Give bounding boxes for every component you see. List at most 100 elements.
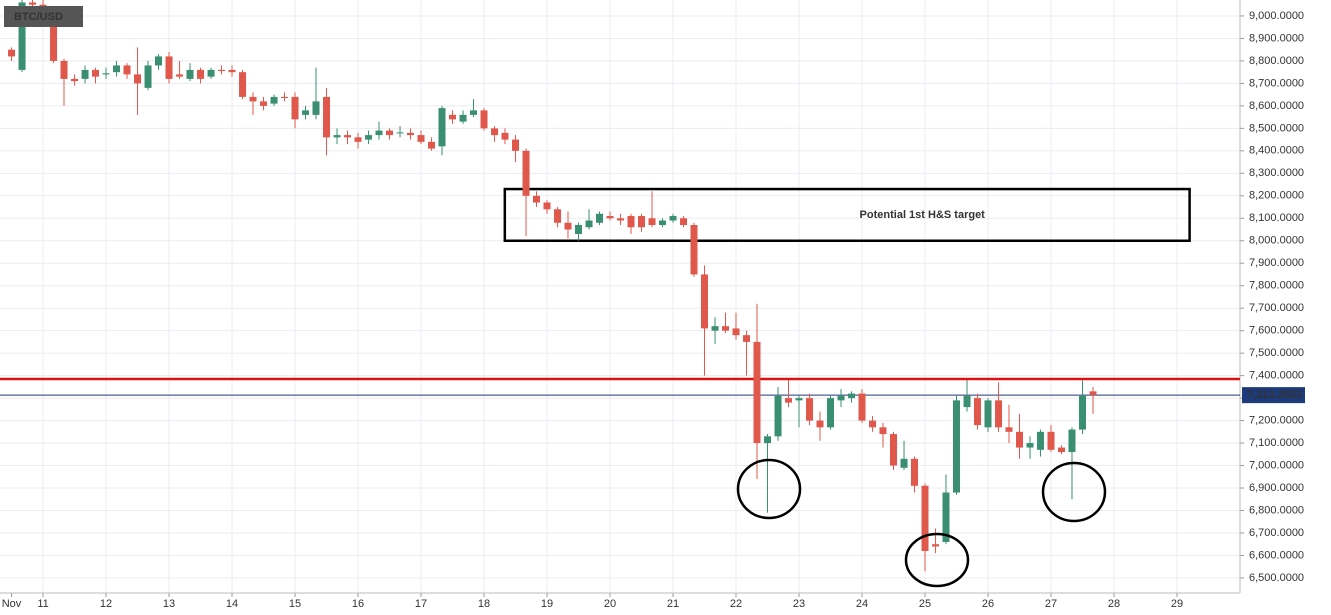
candle-body	[1036, 431, 1044, 450]
x-tick-label: 15	[289, 598, 301, 610]
candle-body	[480, 110, 488, 129]
candle-body	[512, 139, 520, 151]
x-tick-label: Nov	[2, 598, 22, 610]
candle-body	[155, 56, 163, 66]
y-tick-label: 8,000.0000	[1249, 235, 1304, 247]
symbol-badge	[4, 6, 83, 27]
candle-body	[658, 220, 666, 226]
candle-body	[343, 135, 351, 138]
y-tick-label: 7,500.0000	[1249, 347, 1304, 359]
candle-body	[270, 96, 278, 104]
candle-body	[197, 69, 205, 79]
x-tick-label: 12	[100, 598, 112, 610]
candle-body	[627, 216, 635, 228]
y-tick-label: 8,300.0000	[1249, 167, 1304, 179]
y-tick-label: 7,100.0000	[1249, 437, 1304, 449]
candle-body	[879, 427, 887, 435]
candle-body	[816, 420, 824, 428]
candle-body	[543, 202, 551, 210]
candle-body	[522, 150, 530, 196]
candle-body	[144, 65, 152, 88]
y-tick-label: 8,500.0000	[1249, 122, 1304, 134]
symbol-label: BTC/USD	[14, 11, 63, 23]
candle-body	[890, 434, 898, 466]
y-tick-label: 7,000.0000	[1249, 459, 1304, 471]
y-tick-label: 7,900.0000	[1249, 257, 1304, 269]
candle-body	[984, 400, 992, 428]
y-tick-label: 7,200.0000	[1249, 414, 1304, 426]
candle-body	[932, 544, 940, 547]
candle-body	[690, 225, 698, 275]
candle-body	[774, 395, 782, 437]
candle-body	[617, 218, 625, 221]
candle-body	[71, 78, 79, 82]
candle-body	[438, 108, 446, 147]
candle-body	[595, 213, 603, 223]
x-tick-label: 26	[982, 598, 994, 610]
candle-body	[323, 96, 331, 138]
x-tick-label: 21	[667, 598, 679, 610]
y-tick-label: 8,800.0000	[1249, 55, 1304, 67]
candle-body	[123, 65, 131, 75]
candle-body	[837, 395, 845, 401]
candle-body	[165, 56, 173, 79]
candle-body	[638, 216, 646, 228]
y-tick-label: 8,700.0000	[1249, 77, 1304, 89]
candle-body	[81, 69, 89, 79]
candle-body	[8, 49, 16, 57]
candle-body	[386, 130, 394, 136]
candle-body	[711, 326, 719, 331]
candle-body	[428, 141, 436, 149]
candle-body	[910, 458, 918, 486]
candle-body	[102, 73, 110, 75]
y-tick-label: 8,100.0000	[1249, 212, 1304, 224]
candle-body	[1089, 391, 1097, 396]
candle-body	[701, 274, 709, 329]
candle-body	[1079, 395, 1087, 430]
candle-body	[239, 72, 247, 97]
candle-body	[18, 2, 26, 70]
y-tick-label: 9,000.0000	[1249, 10, 1304, 22]
candle-body	[249, 96, 257, 102]
candle-body	[858, 393, 866, 421]
y-tick-label: 8,900.0000	[1249, 32, 1304, 44]
candle-body	[417, 135, 425, 142]
x-tick-label: 18	[478, 598, 490, 610]
candle-body	[459, 114, 467, 122]
candle-body	[680, 218, 688, 226]
y-tick-label: 7,800.0000	[1249, 280, 1304, 292]
candle-body	[869, 420, 877, 428]
candle-body	[50, 15, 58, 61]
candle-body	[953, 400, 961, 493]
candle-body	[92, 69, 100, 77]
candle-body	[784, 398, 792, 403]
candle-body	[921, 485, 929, 551]
annotation-circle	[736, 458, 802, 520]
x-tick-label: 23	[793, 598, 805, 610]
candle-body	[532, 195, 540, 203]
candle-body	[260, 101, 268, 106]
candle-body	[176, 74, 184, 77]
last-price-label: 7,313.2653	[1247, 389, 1302, 401]
candle-body	[291, 96, 299, 120]
candle-body	[501, 132, 509, 140]
x-tick-label: 22	[730, 598, 742, 610]
candle-body	[827, 398, 835, 428]
candle-body	[963, 395, 971, 408]
candle-body	[995, 400, 1003, 428]
candle-body	[302, 110, 310, 115]
candle-body	[795, 398, 803, 401]
x-tick-label: 13	[163, 598, 175, 610]
y-tick-label: 7,600.0000	[1249, 325, 1304, 337]
x-tick-label: 17	[415, 598, 427, 610]
x-tick-label: 24	[856, 598, 868, 610]
y-tick-label: 6,500.0000	[1249, 572, 1304, 584]
candle-body	[354, 137, 362, 142]
candle-body	[134, 74, 142, 84]
candle-body	[564, 222, 572, 230]
y-tick-label: 6,600.0000	[1249, 549, 1304, 561]
candle-body	[29, 2, 37, 5]
